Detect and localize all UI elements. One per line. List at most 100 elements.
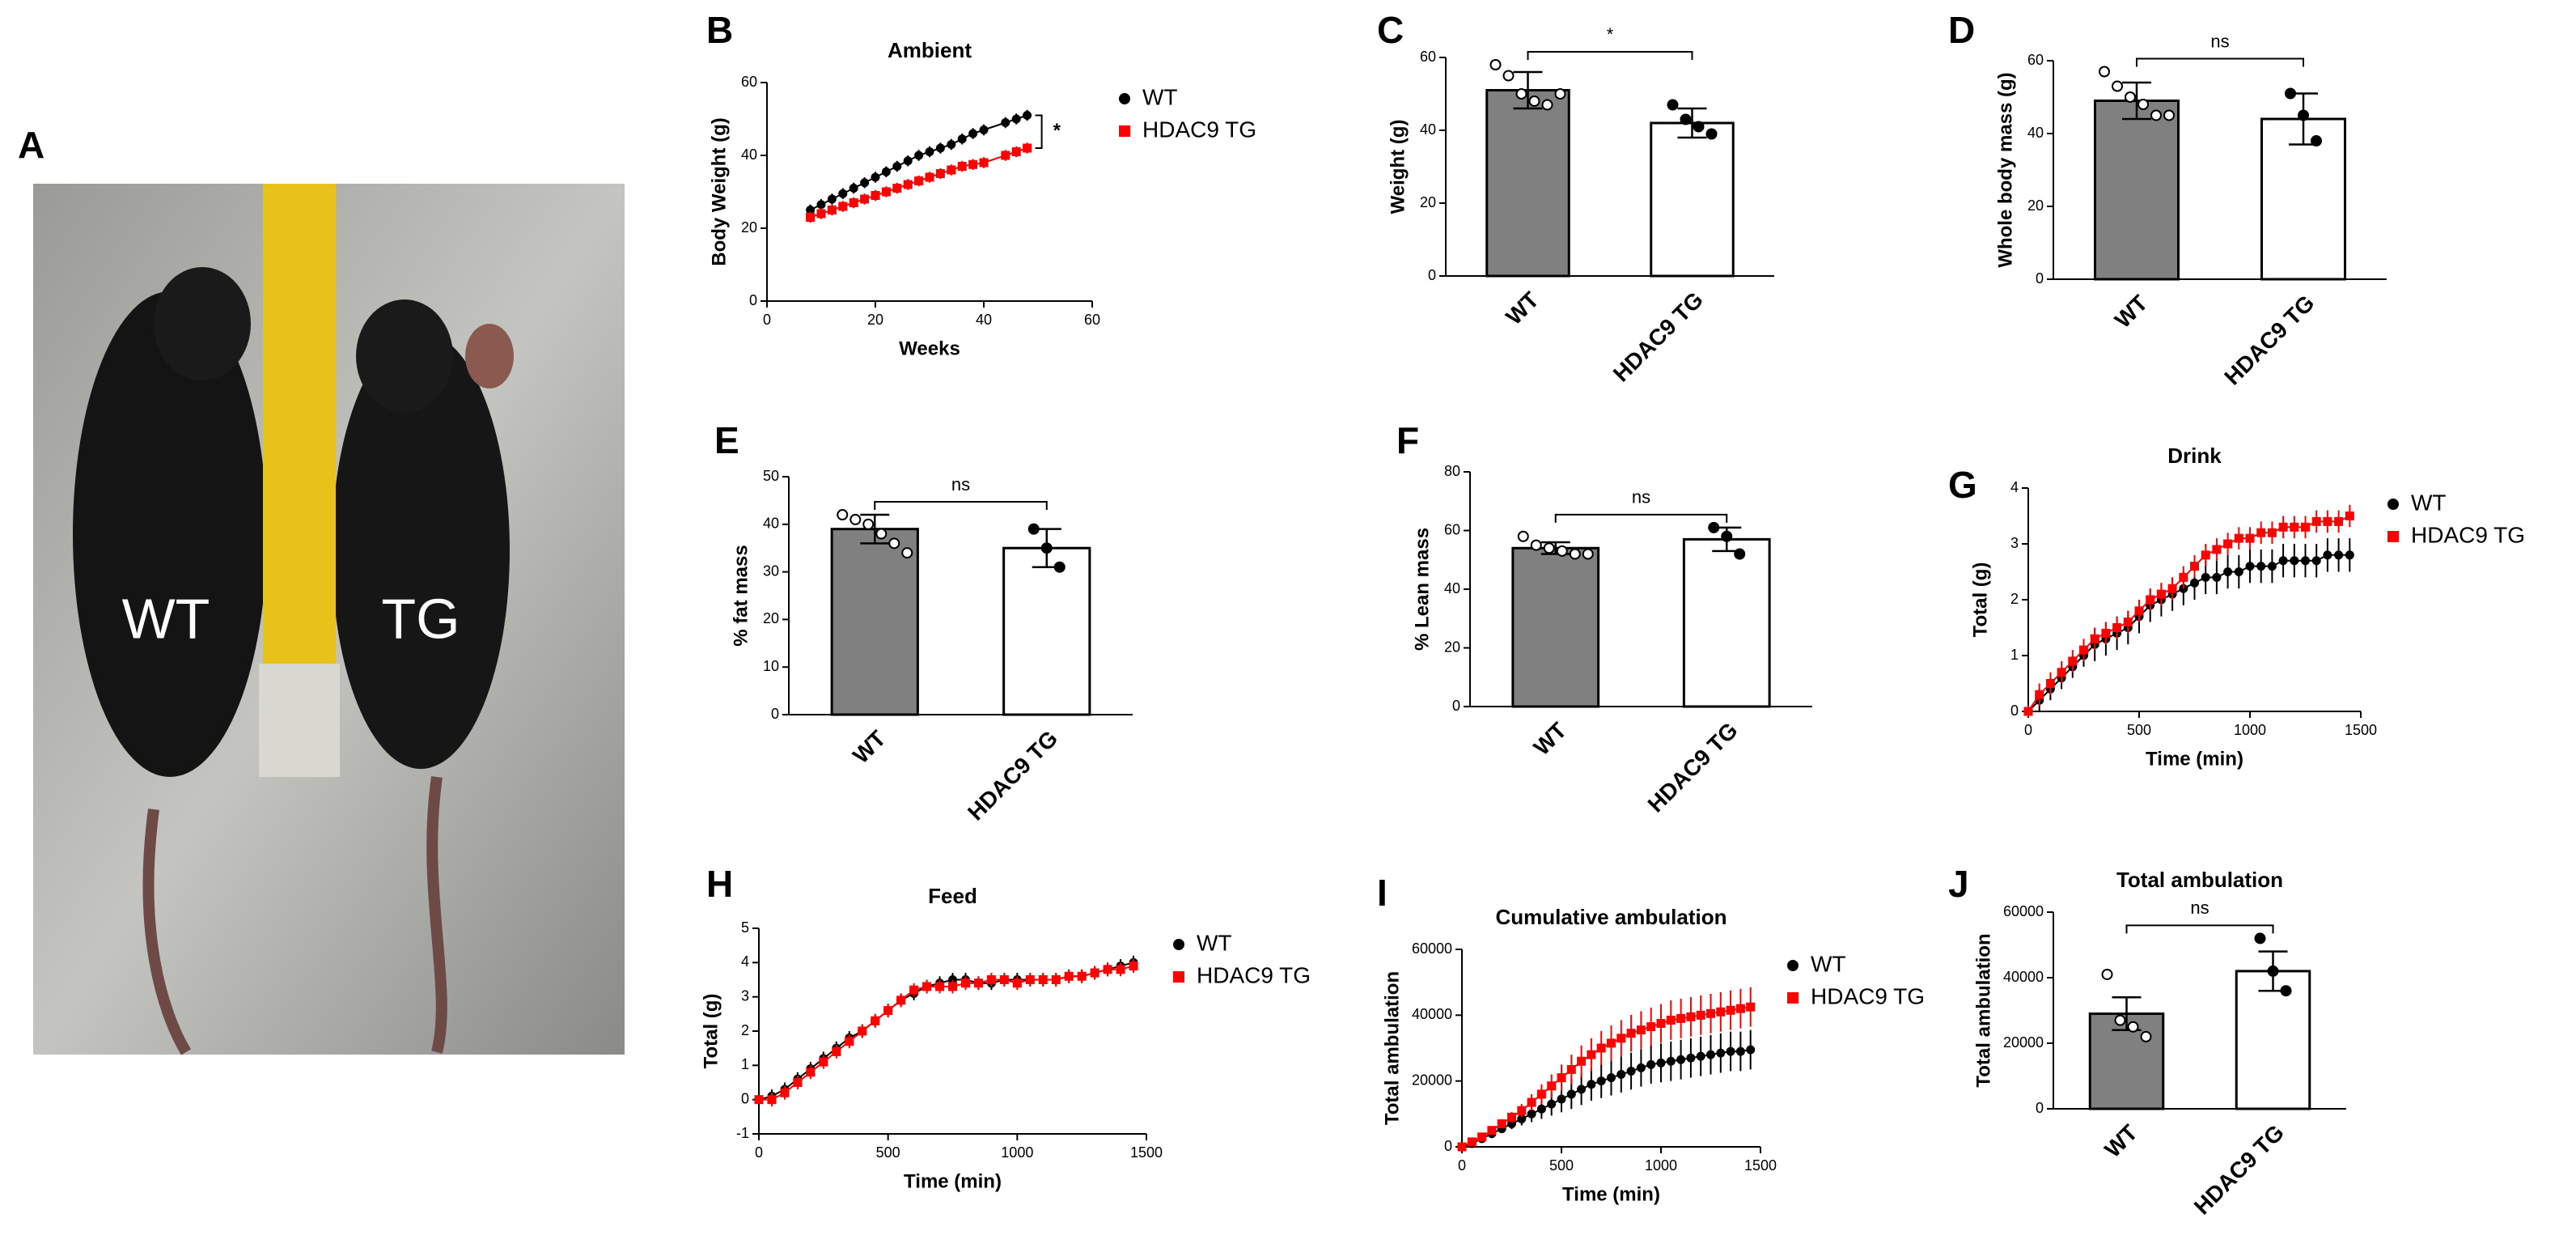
data-point [1517,1106,1527,1115]
data-point [1708,521,1720,533]
data-point [2345,512,2354,520]
legend-marker [2387,531,2399,542]
data-point [1566,1064,1576,1074]
significance-label: * [1607,24,1614,45]
y-tick-label: 0 [2036,270,2044,287]
data-point [2267,965,2279,977]
data-point [2301,556,2310,566]
data-point [1577,1085,1587,1094]
y-tick-label: 60 [2027,52,2044,68]
data-point [948,982,957,991]
y-tick-label: 30 [763,562,779,579]
data-point [827,194,837,204]
data-point [1676,1055,1686,1064]
data-point [979,158,989,168]
data-point [1706,1050,1715,1059]
data-point [780,1088,790,1097]
data-point [862,518,875,530]
x-tick-label: 60 [1084,312,1100,328]
bar [830,528,919,716]
legend-label: HDAC9 TG [1197,962,1311,987]
data-point [1607,1038,1616,1048]
data-point [1646,1022,1656,1032]
data-point [2101,968,2113,980]
y-tick-label: 0 [2010,703,2019,719]
data-point [1011,114,1021,124]
data-point [1705,128,1718,140]
panel-letter: I [1377,872,1388,914]
data-point [2179,572,2188,582]
data-point [1569,548,1581,560]
bar [1650,121,1735,278]
data-point [871,1016,880,1025]
data-point [881,167,891,176]
y-tick-label: 2 [2010,591,2019,607]
panel-letter: B [706,9,733,51]
data-point [819,1057,828,1067]
data-point [838,202,848,211]
data-point [2045,679,2055,688]
significance-bracket [1554,513,1728,523]
data-point [1582,548,1594,560]
x-tick-label: 20 [867,312,883,328]
data-point [1616,1070,1626,1080]
x-tick-label: WT [2099,1120,2142,1163]
legend-label: WT [1811,951,1846,976]
x-tick-label: 500 [1549,1157,1574,1174]
x-tick-label: WT [1501,287,1544,330]
y-tick-label: 10 [763,658,779,674]
y-tick-label: 3 [741,987,749,1004]
y-tick-label: 0 [1444,1138,1452,1154]
y-tick-label: 1 [741,1056,749,1072]
data-point [892,184,902,193]
data-point [1027,523,1040,535]
legend-marker [1787,960,1799,971]
data-point [968,159,978,169]
data-point [2150,109,2162,121]
y-tick-label: 40 [763,516,779,532]
data-point [2290,556,2299,566]
chart-title: Feed [928,884,977,908]
x-tick-label: 0 [763,312,771,328]
x-tick-label: 500 [876,1144,900,1161]
data-point [2201,572,2210,582]
panel-letter: A [18,124,44,166]
y-tick-label: 40 [1420,121,1436,138]
bar [1511,546,1600,708]
data-point [1656,1058,1666,1068]
data-point [1686,1053,1696,1063]
data-point [2201,550,2210,560]
chart-title: Cumulative ambulation [1495,905,1727,929]
x-tick-label: 0 [2024,722,2032,738]
data-point [1607,1073,1616,1083]
x-tick-label: HDAC9 TG [2189,1120,2289,1220]
bar [1002,546,1091,716]
data-point [2190,578,2199,588]
data-point [892,162,902,171]
y-tick-label: 50 [763,468,779,484]
y-tick-label: 20 [1420,194,1436,210]
data-point [1023,111,1032,120]
data-point [1557,1094,1566,1104]
data-point [2285,87,2296,100]
data-point [1527,1109,1536,1119]
photo [33,184,625,1055]
y-tick-label: 4 [2010,479,2019,495]
data-point [922,982,932,991]
data-point [1596,1043,1606,1053]
chart-title: Total ambulation [2116,868,2283,892]
y-tick-label: 40000 [2003,969,2044,985]
data-point [1528,96,1540,107]
x-tick-label: 1000 [1645,1157,1677,1174]
significance-bracket [1527,51,1693,60]
data-point [1547,1081,1557,1091]
data-point [1676,1013,1686,1023]
y-axis-label: Body Weight (g) [708,117,730,266]
data-point [881,187,891,197]
y-tick-label: 1 [2010,647,2019,663]
data-point [1696,1010,1705,1020]
data-point [1706,1008,1715,1018]
bar [2094,100,2180,281]
data-point [2234,567,2243,576]
data-point [2311,556,2321,566]
